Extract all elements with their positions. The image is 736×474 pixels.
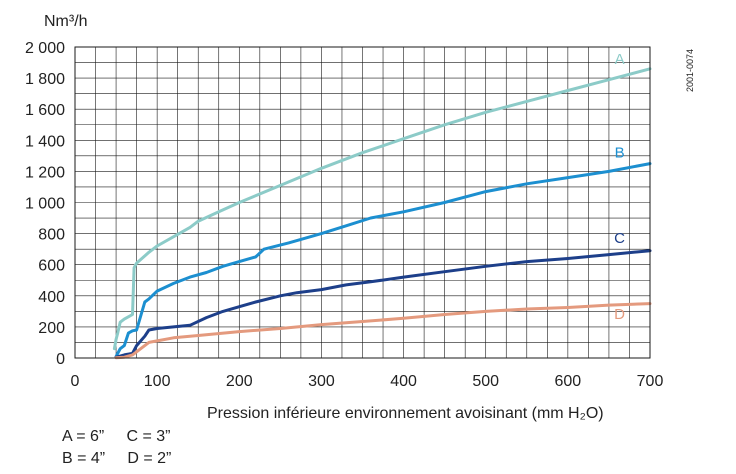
reference-code: 2001-0074 bbox=[685, 49, 695, 92]
series-labels: A B C D bbox=[614, 51, 625, 323]
series-line-c bbox=[114, 249, 652, 359]
legend-line-2: B = 4” D = 2” bbox=[62, 450, 172, 467]
x-tick-label: 600 bbox=[555, 373, 582, 390]
series-lines bbox=[112, 67, 652, 360]
x-tick-label: 100 bbox=[144, 373, 171, 390]
x-tick-label: 0 bbox=[71, 373, 80, 390]
y-tick-label: 0 bbox=[56, 351, 65, 368]
grid bbox=[74, 46, 651, 359]
y-tick-label: 1 200 bbox=[25, 164, 65, 181]
x-axis-label: Pression inférieure environnement avoisi… bbox=[207, 405, 604, 422]
series-label-d: D bbox=[614, 306, 625, 323]
y-axis-label: Nm³/h bbox=[44, 13, 88, 30]
y-tick-label: 800 bbox=[38, 227, 65, 244]
legend-line-1: A = 6” C = 3” bbox=[62, 428, 171, 445]
x-tick-label: 300 bbox=[308, 373, 335, 390]
plot-frame bbox=[74, 46, 651, 359]
y-tick-label: 200 bbox=[38, 320, 65, 337]
x-tick-label: 200 bbox=[226, 373, 253, 390]
y-tick-label: 1 600 bbox=[25, 102, 65, 119]
x-tick-label: 400 bbox=[390, 373, 417, 390]
axes bbox=[74, 46, 651, 359]
series-label-b: B bbox=[615, 144, 625, 161]
series-line-a bbox=[112, 67, 652, 351]
y-tick-label: 400 bbox=[38, 289, 65, 306]
series-line-d bbox=[114, 302, 652, 360]
y-tick-label: 1 800 bbox=[25, 71, 65, 88]
y-tick-label: 600 bbox=[38, 258, 65, 275]
series-label-c: C bbox=[614, 230, 625, 247]
y-tick-label: 2 000 bbox=[25, 40, 65, 57]
x-tick-labels: 0 100 200 300 400 500 600 700 bbox=[71, 373, 664, 390]
x-tick-label: 500 bbox=[472, 373, 499, 390]
y-tick-label: 1 000 bbox=[25, 196, 65, 213]
y-tick-labels: 0 200 400 600 800 1 000 1 200 1 400 1 600 1 800 2 … bbox=[25, 40, 65, 368]
x-tick-label: 700 bbox=[637, 373, 664, 390]
series-line-b bbox=[114, 162, 652, 358]
y-tick-label: 1 400 bbox=[25, 133, 65, 150]
series-label-a: A bbox=[615, 51, 625, 68]
